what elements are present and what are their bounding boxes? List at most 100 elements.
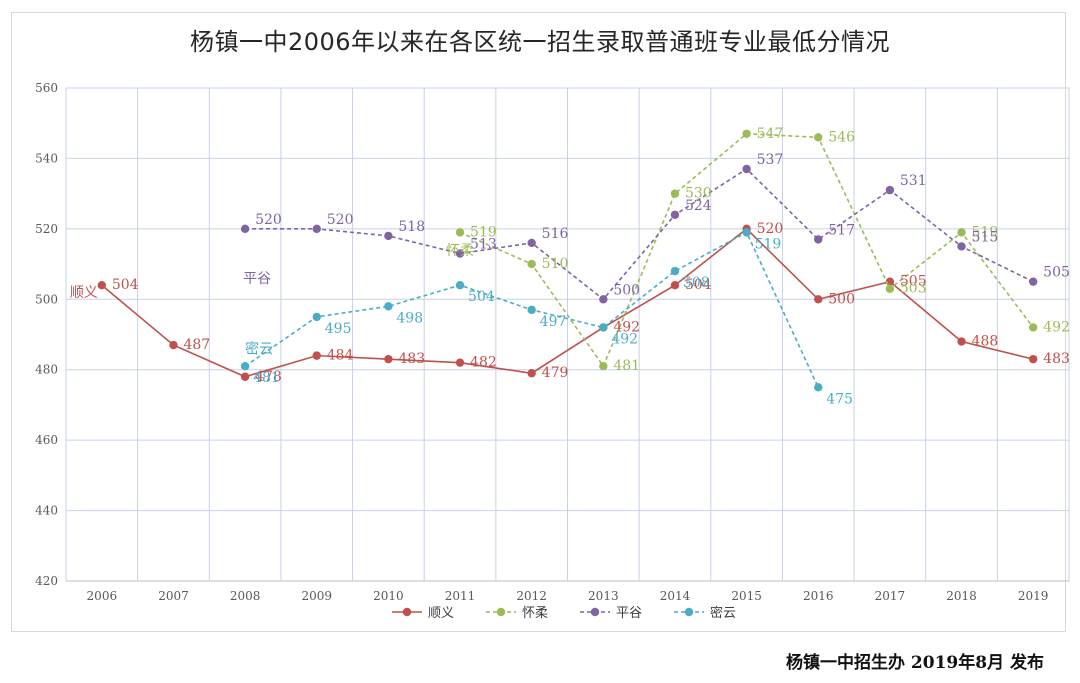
point-平谷: [240, 224, 250, 234]
data-label-顺义: 488: [972, 334, 999, 350]
point-顺义: [240, 372, 250, 381]
x-tick-label: 2016: [803, 589, 834, 603]
y-tick-label: 440: [35, 504, 58, 518]
series-annotation: 顺义: [70, 285, 98, 301]
point-顺义: [384, 354, 393, 364]
data-label-顺义: 478: [255, 369, 282, 385]
footer-publisher: 杨镇一中招生办 2019年8月 发布: [786, 653, 1044, 673]
data-label-顺义: 483: [398, 351, 425, 367]
data-label-密云: 497: [540, 314, 567, 330]
data-label-怀柔: 519: [972, 224, 999, 240]
y-tick-label: 460: [35, 433, 58, 447]
point-平谷: [670, 210, 680, 219]
legend-marker-怀柔: [496, 607, 506, 617]
data-label-密云: 519: [755, 236, 782, 252]
point-密云: [455, 281, 465, 290]
point-怀柔: [742, 129, 751, 138]
point-顺义: [455, 358, 465, 367]
point-密云: [814, 383, 823, 392]
data-label-平谷: 520: [327, 212, 354, 228]
x-tick-label: 2007: [158, 589, 189, 603]
legend-label-怀柔: 怀柔: [522, 606, 548, 621]
data-label-顺义: 505: [900, 274, 927, 290]
data-label-怀柔: 492: [1043, 319, 1070, 335]
data-label-密云: 504: [468, 289, 495, 305]
point-密云: [742, 228, 751, 237]
point-密云: [240, 361, 250, 371]
data-label-平谷: 516: [542, 226, 569, 242]
point-密云: [527, 305, 536, 315]
data-label-密云: 492: [611, 331, 638, 347]
point-怀柔: [527, 259, 536, 269]
data-label-顺义: 482: [470, 355, 497, 371]
y-tick-label: 520: [35, 222, 58, 236]
axes: 420 440 460 480 500 520 540 560 2006 2007 2008 2009…: [35, 81, 1048, 603]
data-labels: 504 487 478 484 483 482 479 492 504 520 500 505 488 4…: [112, 126, 1070, 408]
point-顺义: [670, 281, 680, 290]
x-tick-label: 2014: [660, 589, 691, 603]
data-label-怀柔: 547: [757, 126, 784, 142]
legend: 顺义 怀柔 平谷 密云: [392, 605, 736, 621]
data-label-平谷: 505: [1043, 265, 1070, 281]
legend-label-密云: 密云: [710, 605, 736, 621]
point-密云: [670, 266, 680, 276]
point-平谷: [814, 235, 823, 244]
data-label-密云: 508: [683, 275, 710, 291]
data-label-怀柔: 546: [828, 129, 855, 145]
x-tick-label: 2008: [230, 589, 261, 603]
point-平谷: [599, 295, 608, 304]
point-平谷: [885, 185, 895, 195]
point-怀柔: [885, 284, 895, 293]
x-tick-label: 2006: [87, 589, 118, 603]
data-label-密云: 475: [826, 391, 853, 407]
x-tick-label: 2013: [588, 589, 619, 603]
point-顺义: [527, 369, 536, 378]
data-label-怀柔: 503: [900, 281, 927, 297]
x-tick-label: 2012: [516, 589, 547, 603]
data-label-顺义: 479: [542, 365, 569, 381]
point-顺义: [1028, 354, 1038, 364]
data-label-怀柔: 510: [542, 256, 569, 272]
data-label-顺义: 483: [1043, 351, 1070, 367]
data-label-平谷: 513: [470, 237, 497, 253]
data-label-顺义: 492: [613, 319, 640, 335]
point-平谷: [742, 164, 751, 174]
data-label-密云: 481: [253, 370, 280, 386]
point-平谷: [312, 224, 321, 234]
x-tick-label: 2010: [373, 589, 404, 603]
data-label-怀柔: 481: [613, 358, 640, 374]
point-顺义: [312, 351, 321, 360]
series-lines: [97, 129, 1038, 392]
y-tick-label: 420: [35, 574, 58, 588]
series-annotation: 密云: [245, 341, 273, 358]
data-label-平谷: 517: [828, 222, 855, 238]
series-annotation: 怀柔: [446, 243, 474, 259]
x-tick-label: 2009: [301, 589, 332, 603]
y-tick-label: 560: [35, 81, 58, 95]
point-平谷: [384, 231, 393, 241]
x-tick-label: 2019: [1018, 589, 1049, 603]
point-平谷: [455, 249, 465, 258]
point-顺义: [814, 295, 823, 304]
point-密云: [312, 312, 321, 322]
point-顺义: [957, 337, 966, 346]
data-label-顺义: 504: [685, 277, 712, 293]
data-label-顺义: 500: [828, 291, 855, 307]
y-tick-label: 480: [35, 363, 58, 377]
point-怀柔: [814, 133, 823, 142]
data-label-平谷: 524: [685, 198, 712, 214]
point-怀柔: [957, 228, 966, 237]
legend-label-顺义: 顺义: [428, 606, 454, 621]
point-平谷: [1028, 277, 1038, 286]
data-label-顺义: 484: [327, 348, 354, 364]
data-label-怀柔: 530: [685, 186, 712, 202]
data-label-平谷: 515: [972, 229, 999, 245]
data-label-平谷: 537: [757, 152, 784, 168]
point-密云: [599, 323, 608, 332]
chart-title: 杨镇一中2006年以来在各区统一招生录取普通班专业最低分情况: [189, 28, 891, 56]
x-tick-label: 2017: [875, 589, 906, 603]
legend-label-平谷: 平谷: [616, 606, 642, 621]
series-line-顺义: [101, 227, 1034, 378]
